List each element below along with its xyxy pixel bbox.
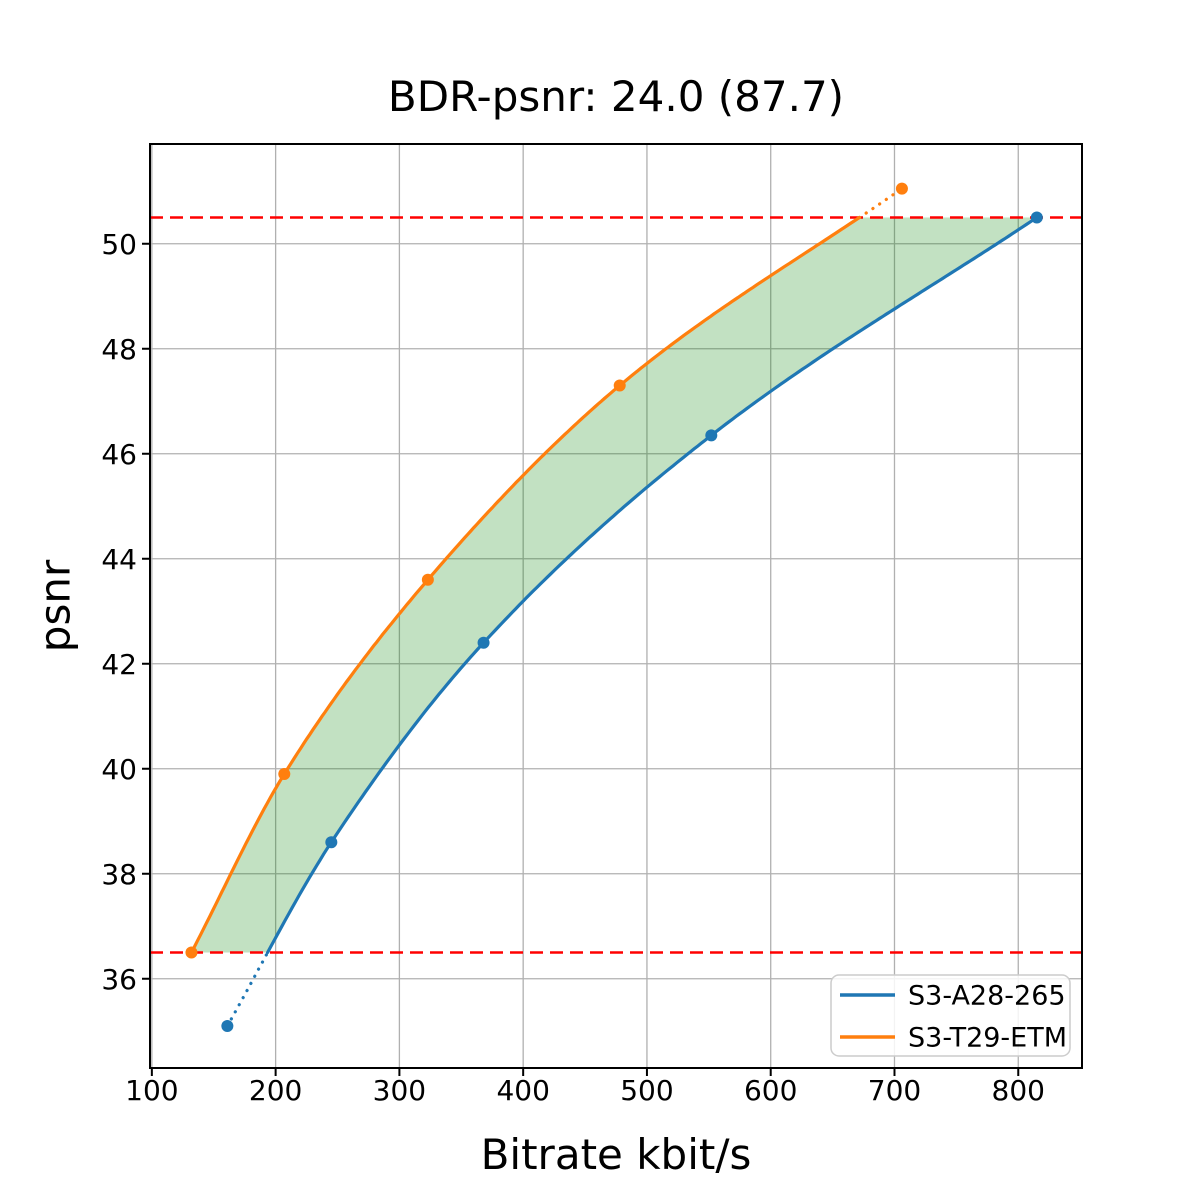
chart-title: BDR-psnr: 24.0 (87.7): [387, 72, 845, 121]
series-S3-A28-265: [221, 211, 1043, 1032]
axis-ticks: [142, 242, 1020, 1076]
y-tick-label-46: 46: [101, 438, 137, 471]
y-axis-label: psnr: [30, 559, 80, 653]
x-tick-label-100: 100: [125, 1074, 178, 1107]
legend: S3-A28-265 S3-T29-ETM: [830, 974, 1071, 1057]
series-S3-T29-ETM: [185, 182, 908, 959]
marker-S3-A28-265-2: [477, 636, 490, 649]
x-tick-label-300: 300: [373, 1074, 426, 1107]
marker-S3-A28-265-3: [705, 429, 718, 442]
series-line-S3-T29-ETM: [189, 215, 861, 955]
marker-S3-T29-ETM-3: [613, 379, 626, 392]
y-tick-label-40: 40: [101, 753, 137, 786]
series-line-S3-A28-265: [266, 215, 1039, 955]
x-tick-label-700: 700: [868, 1074, 921, 1107]
legend-label-S3-A28-265: S3-A28-265: [908, 981, 1066, 1012]
marker-S3-T29-ETM-2: [421, 573, 434, 586]
y-tick-label-48: 48: [101, 333, 137, 366]
marker-S3-T29-ETM-4: [895, 182, 908, 195]
x-axis-label: Bitrate kbit/s: [480, 1130, 752, 1179]
marker-S3-A28-265-1: [325, 836, 338, 849]
shaded-overlap-region: [191, 217, 1037, 953]
y-tick-label-38: 38: [101, 858, 137, 891]
marker-S3-T29-ETM-1: [278, 768, 291, 780]
series-line-dotted-high-S3-T29-ETM: [857, 187, 904, 220]
tick-labels: 100 200 300 400 500 600 700 800 36 38 40 42 44 46 48 50: [101, 228, 1045, 1107]
x-tick-label-600: 600: [744, 1074, 797, 1107]
y-tick-label-50: 50: [101, 228, 137, 261]
legend-label-S3-T29-ETM: S3-T29-ETM: [908, 1023, 1067, 1054]
gridlines: [150, 144, 1082, 1068]
marker-S3-A28-265-4: [1030, 211, 1043, 224]
marker-S3-T29-ETM-0: [185, 946, 198, 959]
x-tick-label-400: 400: [496, 1074, 549, 1107]
y-tick-label-36: 36: [101, 963, 137, 996]
series-line-dotted-low-S3-A28-265: [225, 950, 270, 1028]
x-tick-label-200: 200: [249, 1074, 302, 1107]
plot-border: [149, 143, 1083, 1069]
marker-S3-A28-265-0: [221, 1020, 234, 1032]
y-tick-label-42: 42: [101, 648, 137, 681]
x-tick-label-500: 500: [620, 1074, 673, 1107]
y-tick-label-44: 44: [101, 543, 137, 576]
x-tick-label-800: 800: [992, 1074, 1045, 1107]
bd-limit-lines: [150, 216, 1082, 954]
